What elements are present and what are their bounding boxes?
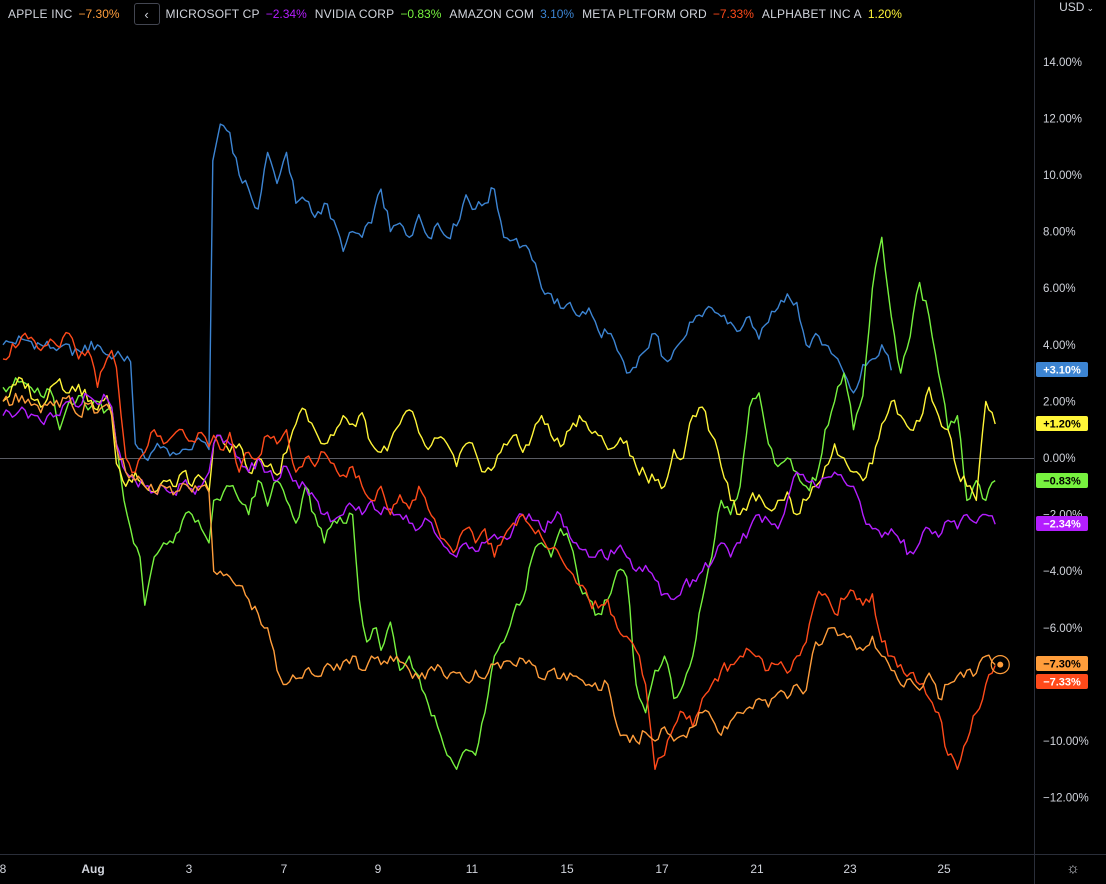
y-tick-label: −10.00% [1043,736,1089,748]
legend-change: −0.83% [400,7,442,21]
y-tick-label: 6.00% [1043,283,1076,295]
x-tick-label: 11 [466,862,479,876]
legend-item-amazon[interactable]: AMAZON COM 3.10% [449,7,574,21]
x-tick-label: Aug [81,862,104,876]
y-tick-label: −6.00% [1043,623,1082,635]
series-lines [2,123,996,770]
last-value-label: +1.20% [1043,419,1081,431]
price-scale[interactable]: 14.00% 12.00% 10.00% 8.00% 6.00% 4.00% 2.00% 0.… [1034,0,1089,884]
series-line [2,376,996,516]
x-tick-label: 7 [281,862,288,876]
legend-change: −7.30% [78,7,120,21]
y-tick-label: 10.00% [1043,170,1082,182]
y-tick-label: −12.00% [1043,793,1089,805]
y-tick-label: 8.00% [1043,227,1076,239]
symbol-legend: APPLE INC −7.30% ‹ MICROSOFT CP −2.34% N… [0,0,902,28]
currency-label: USD [1059,0,1085,14]
legend-item-microsoft[interactable]: MICROSOFT CP −2.34% [166,7,307,21]
last-value-tags: +3.10% −0.83% +1.20% −2.34% −7.33% −7.30% [990,362,1088,689]
legend-item-nvidia[interactable]: NVIDIA CORP −0.83% [315,7,442,21]
y-tick-label: 4.00% [1043,340,1076,352]
x-tick-label: 15 [560,862,574,876]
x-tick-label: 25 [937,862,951,876]
y-tick-label: 0.00% [1043,453,1076,465]
last-point-dot [997,661,1004,668]
x-tick-label: 9 [375,862,382,876]
last-value-tag: −7.33% [1036,674,1088,689]
series-line [2,392,996,601]
x-tick-label: 17 [655,862,669,876]
series-line [2,123,892,462]
legend-item-meta[interactable]: META PLTFORM ORD −7.33% [582,7,754,21]
last-value-label: −0.83% [1043,476,1081,488]
y-tick-label: 12.00% [1043,113,1082,125]
legend-symbol-name: NVIDIA CORP [314,7,395,21]
last-point-marker [990,654,1010,675]
last-value-tag: −0.83% [1036,473,1088,488]
y-tick-label: 2.00% [1043,396,1076,408]
series-line [2,236,996,770]
last-value-label: +3.10% [1043,365,1081,377]
last-value-tag: −2.34% [1036,516,1088,531]
legend-change: 1.20% [867,7,902,21]
y-tick-label: 14.00% [1043,57,1082,69]
series-line [2,392,996,745]
legend-symbol-name: MICROSOFT CP [165,7,260,21]
last-value-tag: −7.30% [1036,656,1088,671]
last-value-tag: +3.10% [1036,362,1088,377]
last-value-tag: +1.20% [1036,416,1088,431]
x-tick-label: 8 [0,862,7,876]
legend-change: 3.10% [540,7,575,21]
last-value-label: −2.34% [1043,519,1081,531]
x-tick-label: 3 [186,862,193,876]
gear-icon[interactable]: ☼ [1066,860,1080,877]
y-tick-label: −4.00% [1043,566,1082,578]
legend-change: −7.33% [712,7,754,21]
legend-symbol-name: APPLE INC [8,7,73,21]
legend-symbol-name: META PLTFORM ORD [582,7,707,21]
last-value-label: −7.30% [1043,659,1081,671]
series-line [2,331,996,770]
x-tick-label: 21 [750,862,764,876]
time-scale[interactable]: 8 Aug 3 7 9 11 15 17 21 23 25 [0,854,1106,877]
currency-selector[interactable]: USD ⌄ [1059,0,1094,14]
chevron-left-icon[interactable]: ‹ [133,3,160,25]
legend-symbol-name: ALPHABET INC A [761,7,862,21]
legend-item-alphabet[interactable]: ALPHABET INC A 1.20% [762,7,902,21]
legend-symbol-name: AMAZON COM [449,7,535,21]
legend-change: −2.34% [265,7,307,21]
chevron-down-icon: ⌄ [1086,3,1094,13]
x-tick-label: 23 [843,862,857,876]
last-value-label: −7.33% [1043,677,1081,689]
legend-item-apple[interactable]: APPLE INC −7.30% [8,7,120,21]
